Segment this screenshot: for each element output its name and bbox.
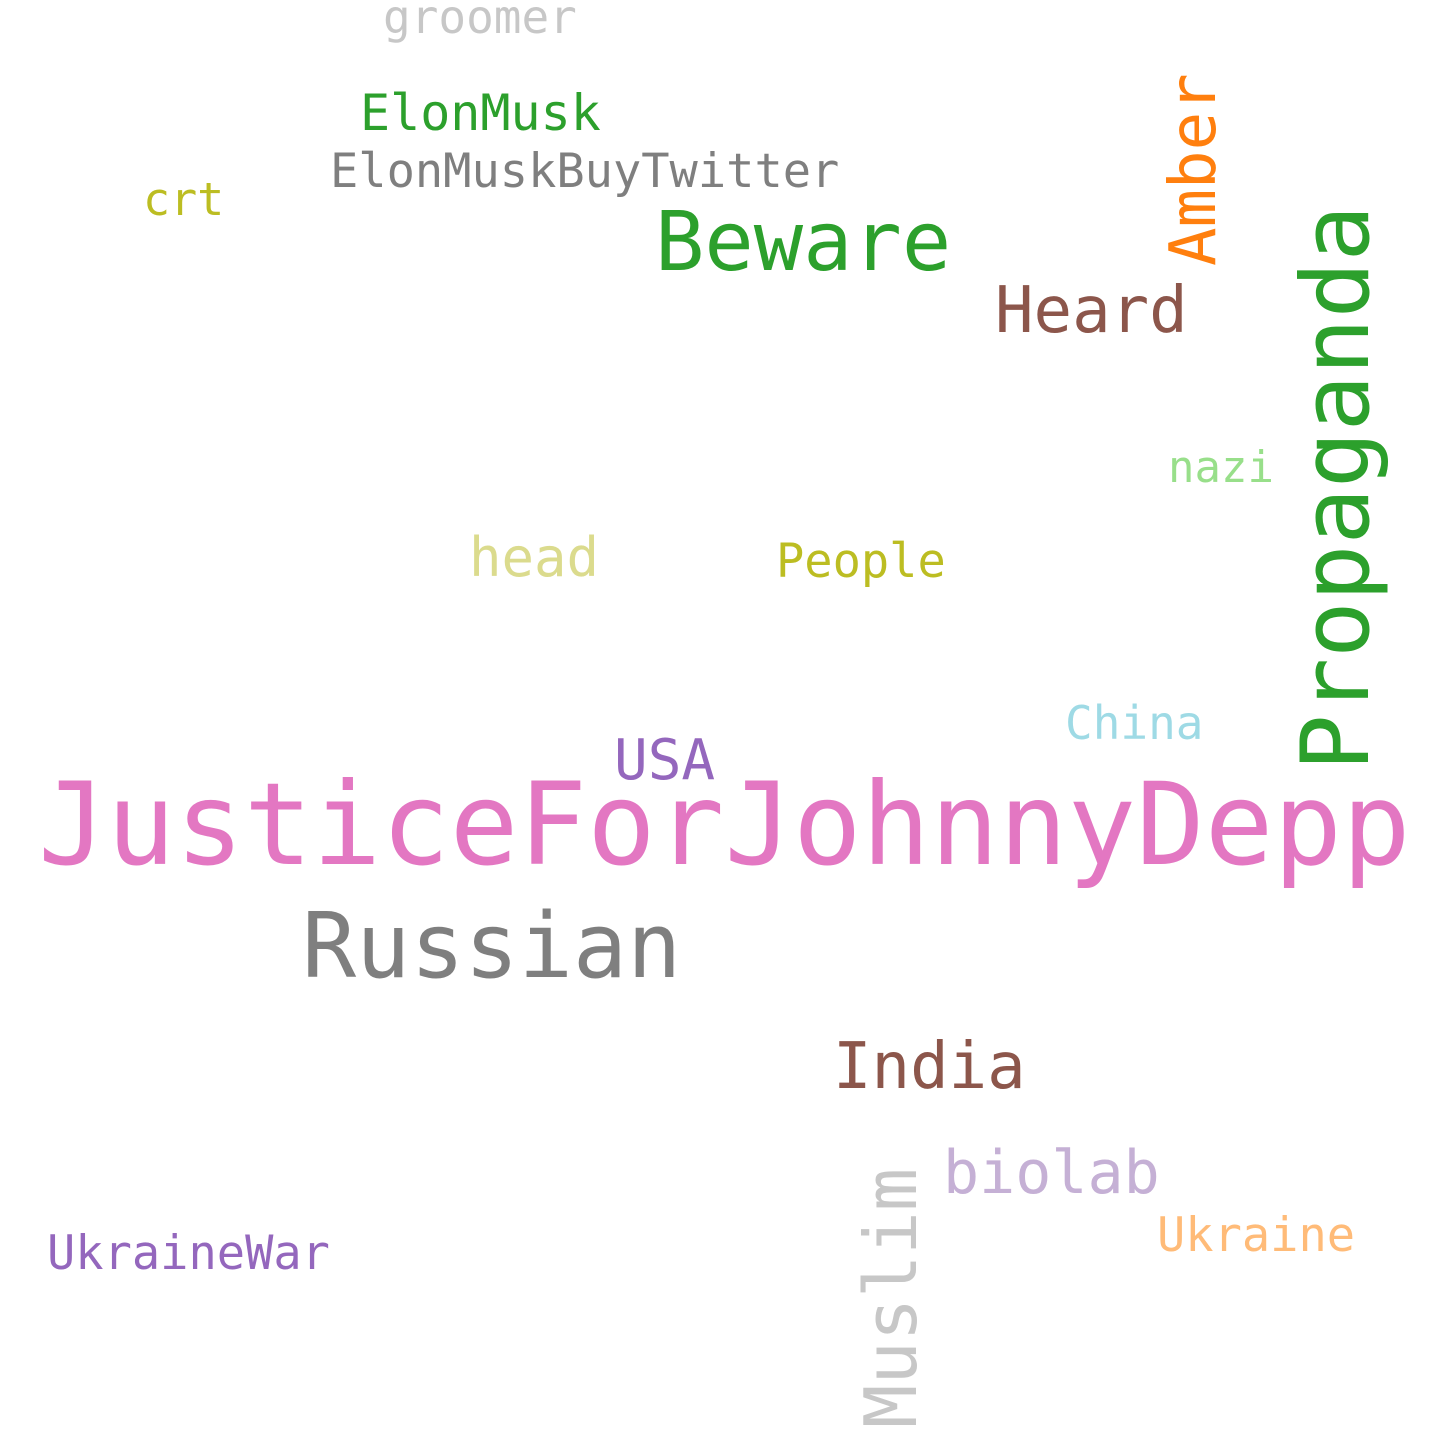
word-elonmusk: ElonMusk (360, 84, 601, 142)
word-ukraine: Ukraine (1157, 1208, 1356, 1263)
word-russian: Russian (302, 894, 682, 999)
word-crt: crt (143, 173, 225, 226)
word-justicefor-johnnydepp: JusticeForJohnnyDepp (38, 758, 1411, 891)
word-muslim: Muslim (849, 1167, 933, 1428)
word-usa: USA (614, 728, 716, 793)
word-biolab: biolab (943, 1138, 1160, 1208)
word-groomer: groomer (383, 0, 577, 44)
word-beware: Beware (655, 195, 952, 290)
word-people: People (776, 534, 946, 589)
word-head: head (469, 526, 600, 589)
word-china: China (1065, 696, 1204, 750)
word-india: India (833, 1030, 1026, 1104)
word-nazi: nazi (1168, 442, 1274, 493)
word-amber: Amber (1157, 73, 1231, 266)
word-propaganda: Propaganda (1282, 205, 1391, 771)
word-heard: Heard (995, 274, 1188, 348)
word-ukrainewar: UkraineWar (47, 1226, 330, 1281)
word-elonmuskbuytwitter: ElonMuskBuyTwitter (330, 144, 840, 199)
